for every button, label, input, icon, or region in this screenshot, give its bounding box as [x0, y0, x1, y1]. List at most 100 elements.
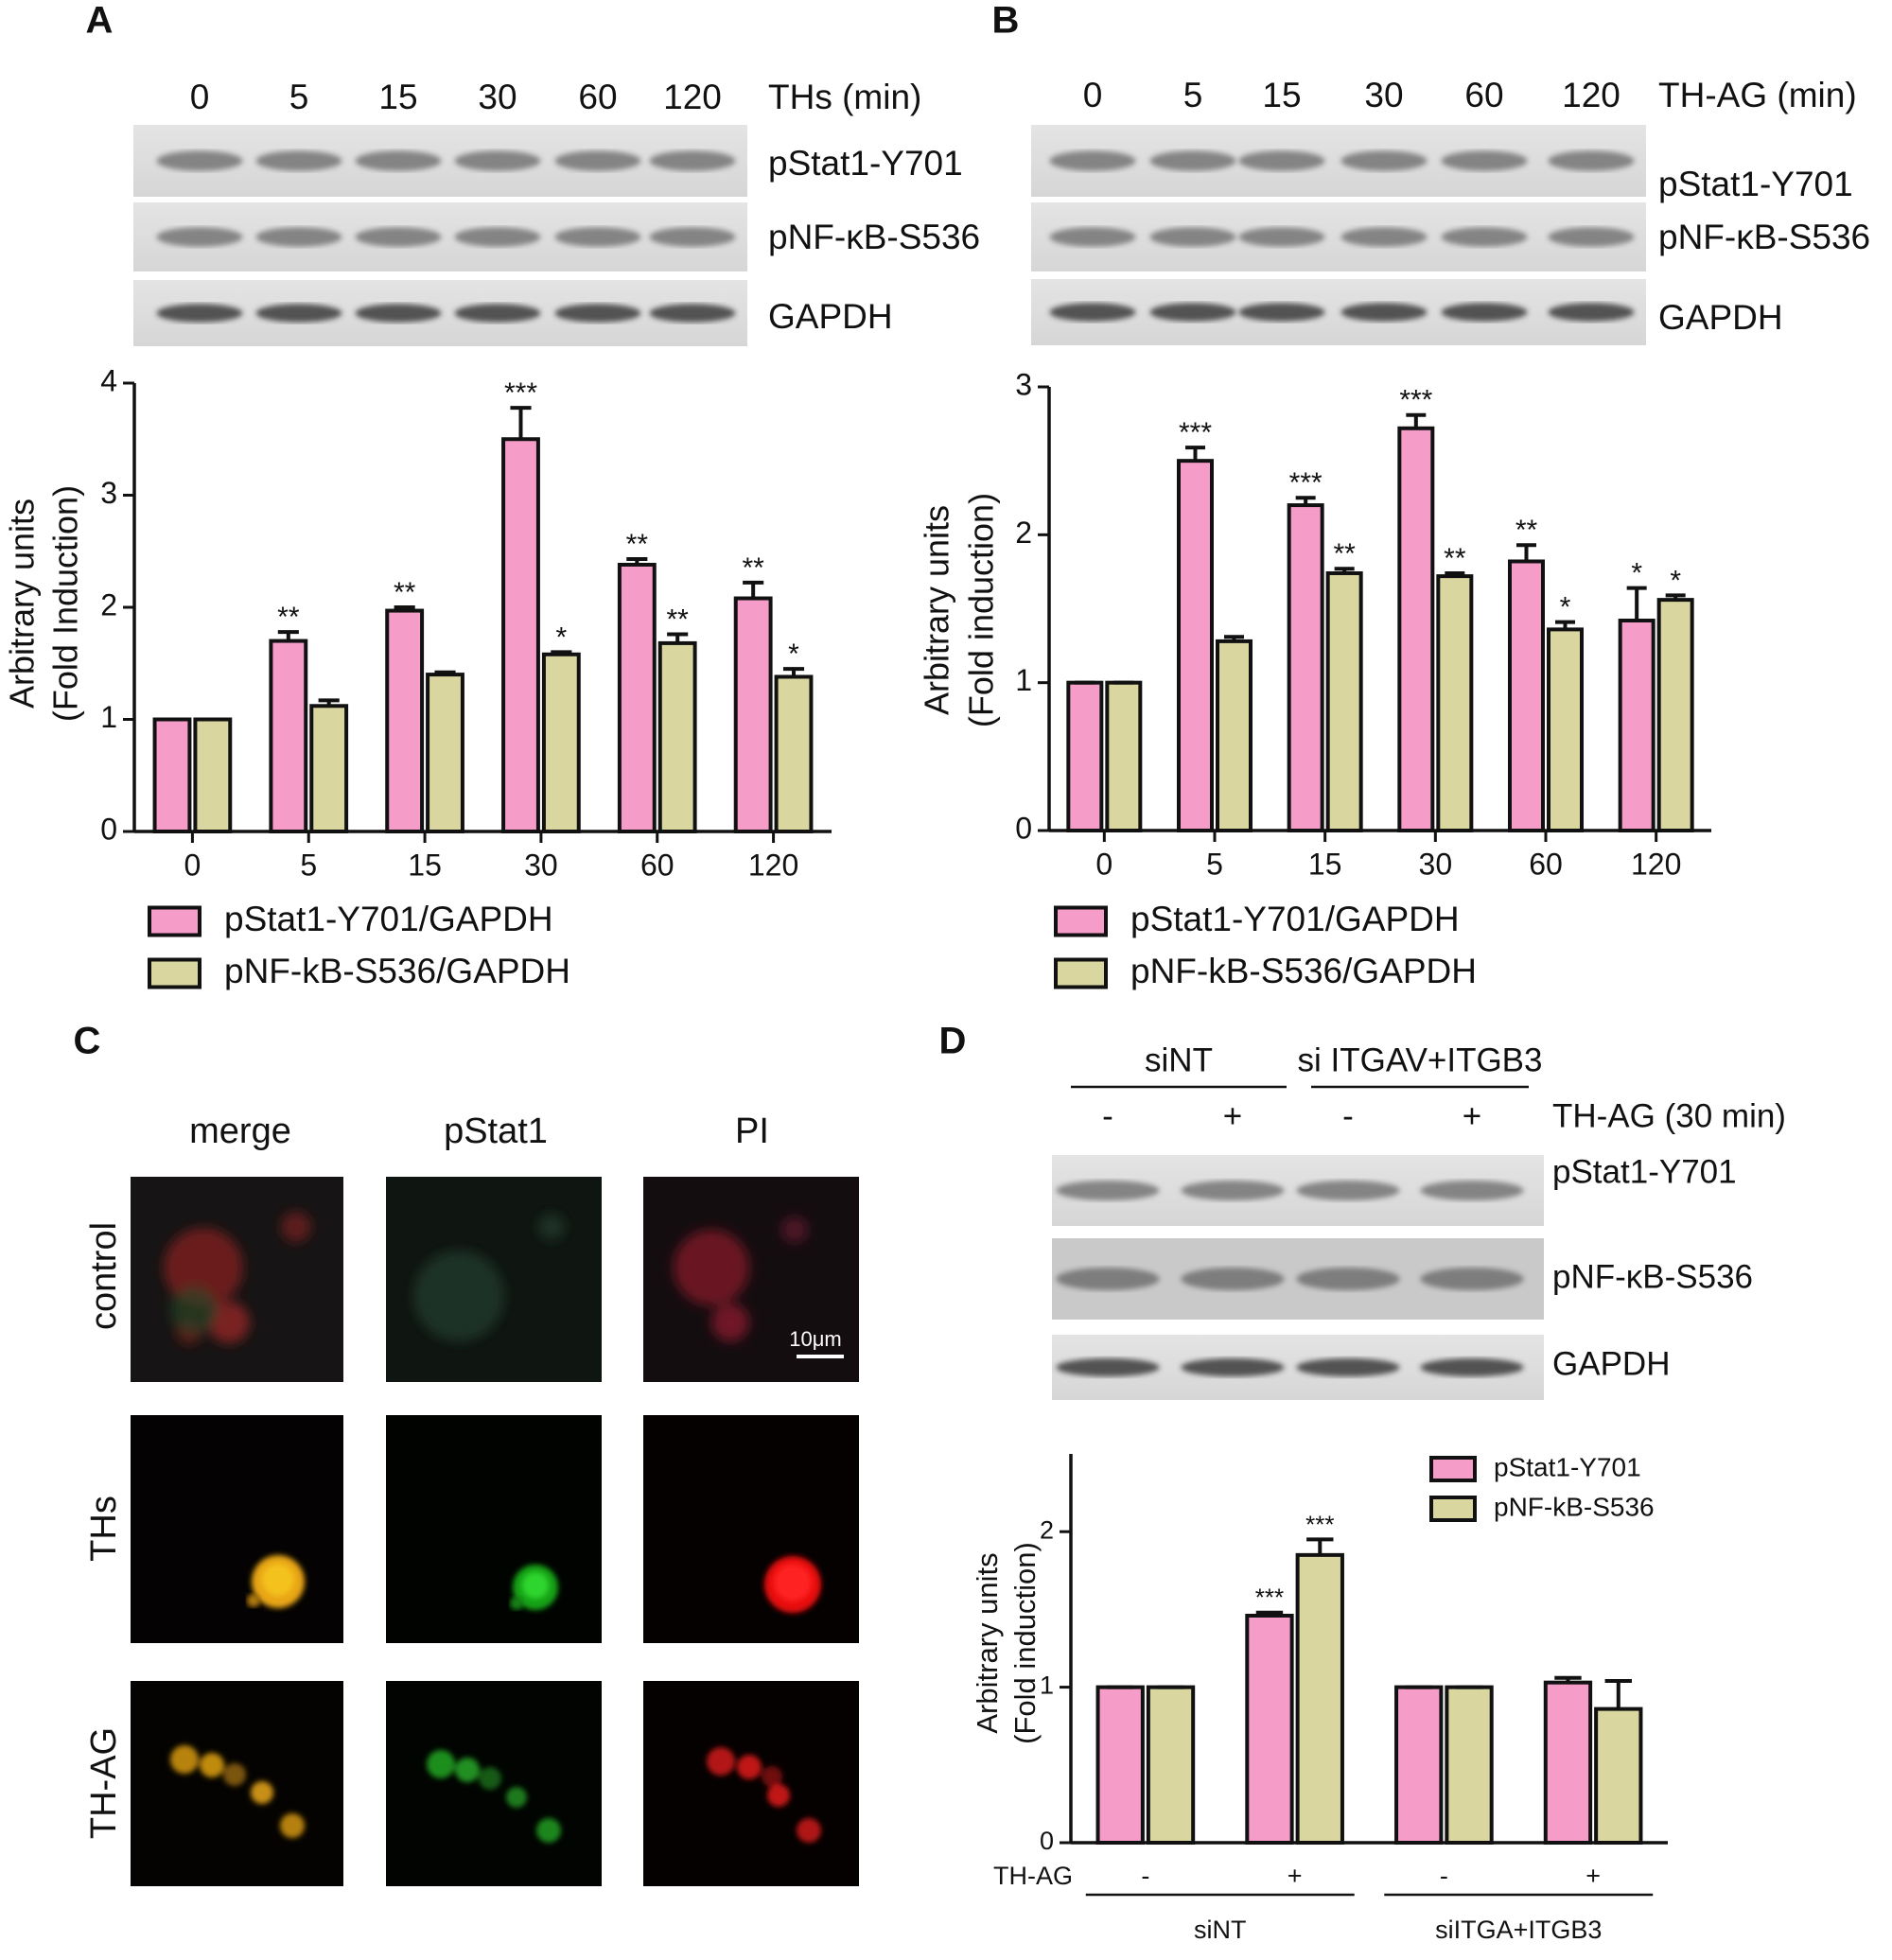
bar [1177, 459, 1214, 832]
lane-label: 60 [1464, 76, 1503, 114]
significance-label: * [1560, 591, 1571, 622]
x-tick-label: 0 [184, 848, 201, 882]
column-label: pStat1 [444, 1111, 548, 1151]
legend-label: pStat1-Y701/GAPDH [224, 900, 553, 938]
scale-bar-label: 10μm [789, 1327, 841, 1351]
legend-label: pStat1-Y701 [1494, 1452, 1641, 1481]
error-bar [551, 650, 572, 655]
blot-band [454, 227, 541, 247]
blot-band [1441, 150, 1528, 171]
x-tick-label: 60 [1529, 847, 1563, 881]
blot-band [1340, 303, 1428, 322]
blot-band [1056, 1267, 1160, 1291]
bar [1543, 1680, 1593, 1845]
bar [1095, 1685, 1145, 1845]
cells [247, 1555, 305, 1608]
cells [413, 1214, 565, 1341]
x-tick-label: + [1288, 1862, 1303, 1890]
blot-band [1238, 227, 1325, 247]
significance-label: ** [626, 529, 649, 560]
legend-swatch [1054, 957, 1108, 989]
image [643, 1415, 859, 1643]
panel-label: B [992, 0, 1020, 42]
cells [164, 1212, 311, 1344]
error-bar [1306, 1537, 1334, 1555]
row-label: GAPDH [768, 297, 893, 336]
y-tick-label: 2 [1015, 516, 1032, 550]
legend-label: pNF-kB-S536/GAPDH [1130, 952, 1477, 990]
x-tick-label: 5 [1206, 847, 1223, 881]
blot-band [454, 304, 541, 323]
blot-band [1441, 227, 1528, 247]
lane-label: - [1102, 1097, 1113, 1134]
error-bar [434, 670, 456, 675]
panel-label: D [939, 1021, 967, 1062]
x-tick-label: 60 [640, 848, 674, 882]
blot-band [355, 227, 442, 247]
lane-label: 5 [289, 78, 309, 116]
y-axis-label: (Fold induction) [1008, 1542, 1042, 1744]
blot-band [1181, 1267, 1285, 1291]
significance-label: *** [1399, 385, 1432, 416]
blot-band [649, 227, 736, 247]
row-label: pNF-κB-S536 [768, 218, 980, 256]
legend-label: pNF-kB-S536/GAPDH [224, 952, 570, 990]
blot-band [1181, 1181, 1285, 1200]
blot-band [554, 227, 641, 247]
condition-label: THs (min) [768, 78, 921, 116]
bar [1618, 619, 1656, 832]
blot-band [1181, 1357, 1285, 1377]
blot-band [1149, 150, 1236, 171]
group-label: siNT [1194, 1916, 1247, 1944]
blot-band [255, 227, 342, 247]
blot-band [1420, 1267, 1524, 1291]
y-axis-label: Arbitrary units [918, 505, 956, 715]
lane-label: 15 [1262, 76, 1301, 114]
significance-label: ** [1444, 543, 1466, 574]
error-bar [277, 630, 299, 641]
blot-band [255, 304, 342, 323]
bar [309, 704, 349, 834]
condition-label: TH-AG (min) [1658, 76, 1857, 114]
blot-band [1049, 150, 1136, 171]
lane-label: 30 [478, 78, 517, 116]
y-tick-label: 4 [100, 363, 117, 397]
error-bar [1604, 1679, 1632, 1709]
error-bar [394, 605, 415, 611]
lane-label: - [1342, 1097, 1354, 1134]
blot-band [156, 227, 243, 247]
group-label: siNT [1145, 1041, 1213, 1078]
x-tick-label: 120 [748, 848, 798, 882]
x-tick-label: 15 [408, 848, 442, 882]
lane-label: 120 [663, 78, 722, 116]
error-bar [1334, 567, 1355, 573]
blot-band [355, 150, 442, 171]
x-tick-label: + [1585, 1862, 1601, 1890]
lane-label: 0 [190, 78, 210, 116]
significance-label: ** [742, 552, 764, 584]
bar [1594, 1706, 1643, 1845]
blot-band [649, 304, 736, 323]
lane-label: 15 [378, 78, 417, 116]
bar [1146, 1685, 1196, 1845]
lane-label: + [1223, 1097, 1242, 1134]
condition-label: TH-AG (30 min) [1552, 1097, 1786, 1134]
bar [1066, 680, 1104, 833]
bar [1508, 559, 1545, 832]
significance-label: ** [277, 602, 300, 633]
error-bar [1445, 570, 1465, 577]
legend-swatch [1429, 1496, 1477, 1522]
blot-band [1548, 303, 1635, 322]
bar [193, 717, 233, 833]
error-bar [1555, 620, 1575, 630]
x-row-label: TH-AG [993, 1862, 1073, 1890]
significance-label: ** [1515, 515, 1538, 546]
significance-label: *** [1255, 1584, 1284, 1612]
significance-label: ** [1333, 538, 1356, 569]
blot-band [454, 150, 541, 171]
blot-band [1149, 227, 1236, 247]
legend-swatch [148, 905, 201, 937]
x-tick-label: 0 [1095, 847, 1112, 881]
significance-label: *** [1179, 417, 1212, 448]
blot-band [1420, 1357, 1524, 1377]
